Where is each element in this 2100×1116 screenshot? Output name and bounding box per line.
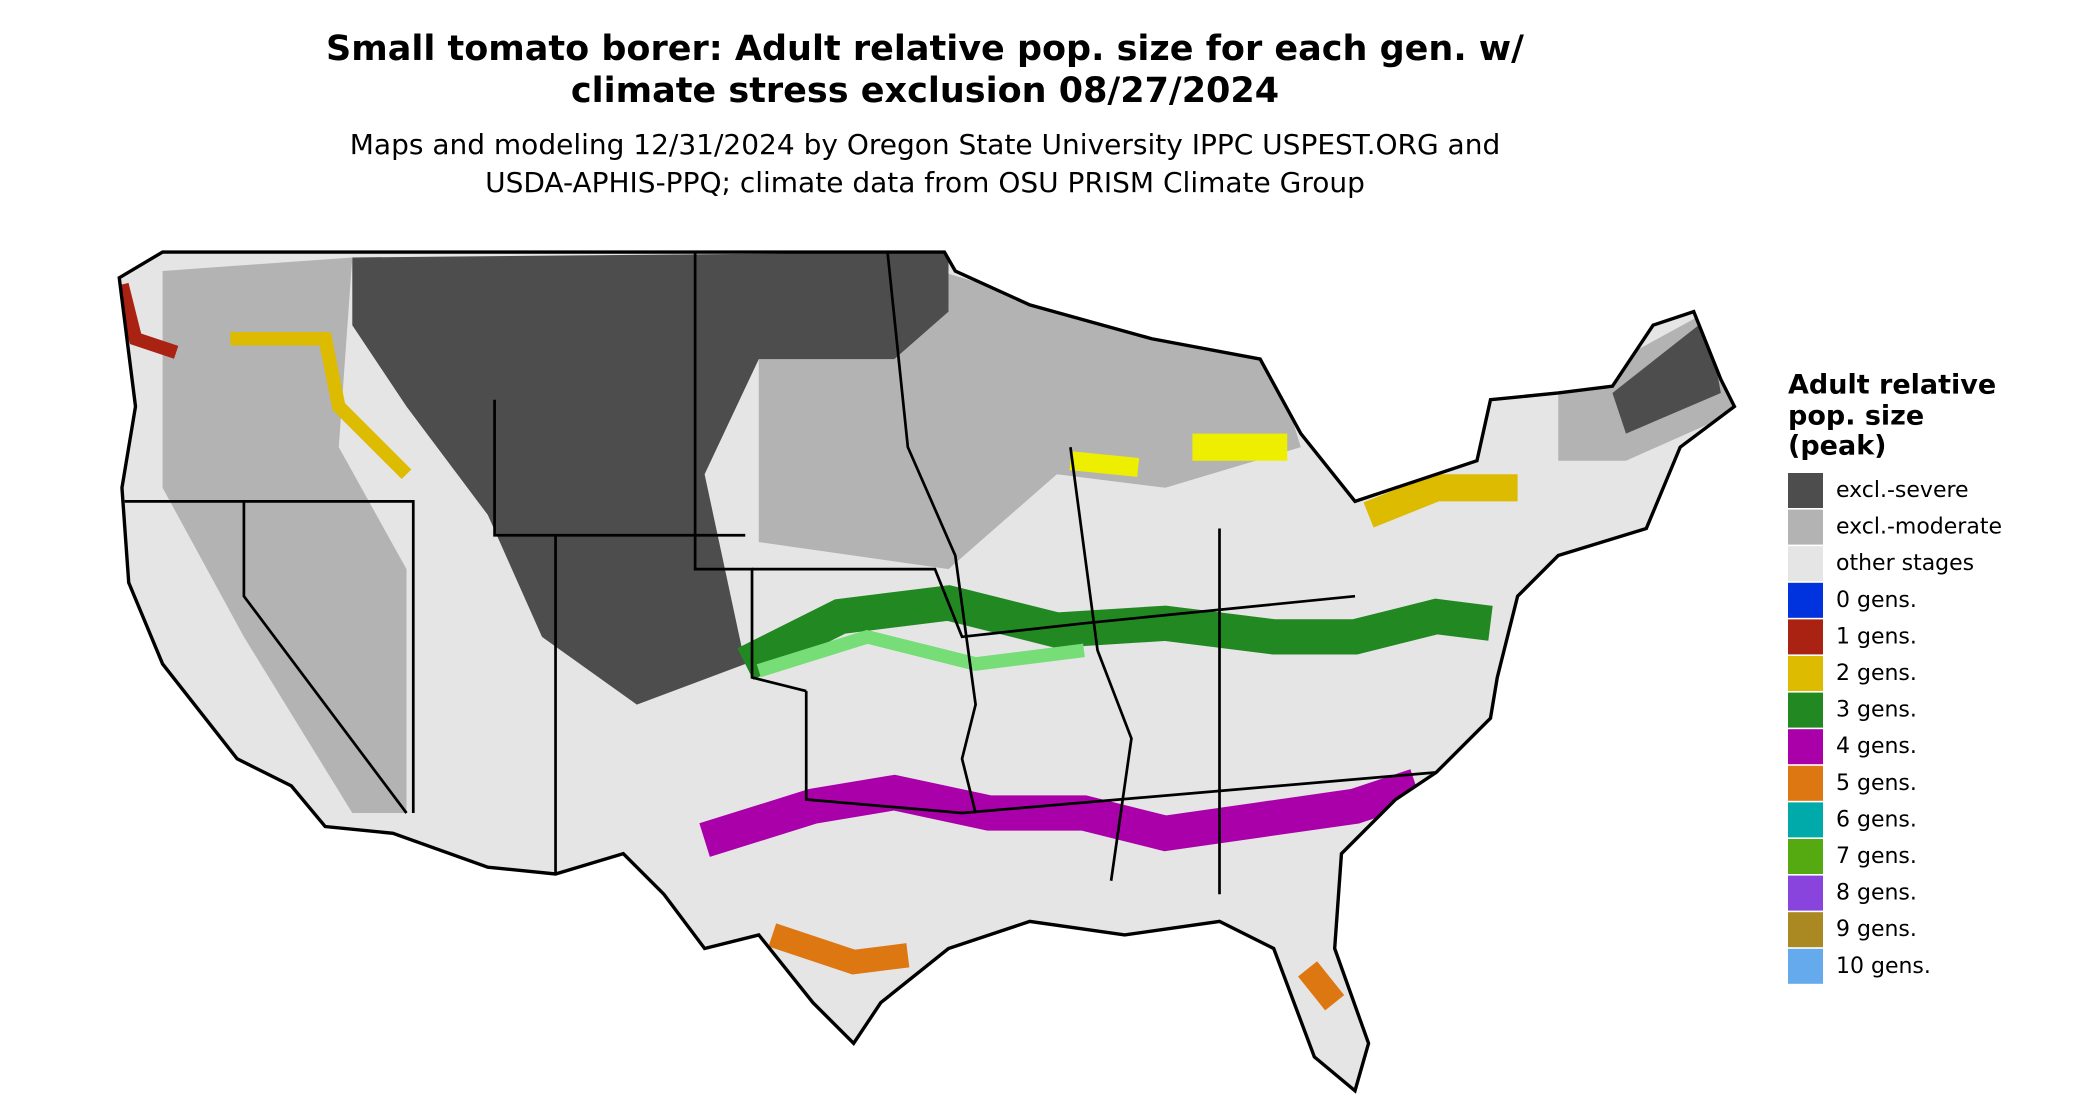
band-5-gens <box>768 923 910 975</box>
legend-swatch <box>1788 692 1823 728</box>
legend-label: 3 gens. <box>1836 698 1917 723</box>
legend-title: (peak) <box>1788 431 1887 462</box>
legend-title: pop. size <box>1788 401 1924 432</box>
legend-label: 1 gens. <box>1836 624 1917 649</box>
legend-title: Adult relative <box>1788 370 1996 401</box>
subtitle: Maps and modeling 12/31/2024 by Oregon S… <box>350 128 1501 161</box>
legend-label: other stages <box>1836 551 1974 576</box>
legend-label: excl.-moderate <box>1836 515 2002 540</box>
legend-swatch <box>1788 875 1823 911</box>
legend-label: 9 gens. <box>1836 917 1917 942</box>
subtitle: USDA-APHIS-PPQ; climate data from OSU PR… <box>485 166 1365 199</box>
band-3-gens <box>737 585 1493 680</box>
legend-swatch <box>1788 802 1823 838</box>
legend-label: 6 gens. <box>1836 807 1917 832</box>
legend-label: 2 gens. <box>1836 661 1917 686</box>
legend-swatch <box>1788 619 1823 655</box>
legend-label: 4 gens. <box>1836 734 1917 759</box>
legend-label: 10 gens. <box>1836 954 1931 979</box>
legend-swatch <box>1788 546 1823 582</box>
legend-swatch <box>1788 912 1823 948</box>
us-outline <box>117 250 1737 1094</box>
band-1-gens <box>119 282 179 359</box>
title: Small tomato borer: Adult relative pop. … <box>326 29 1524 69</box>
map <box>117 250 1737 1094</box>
legend-swatch <box>1788 948 1823 984</box>
legend-swatch <box>1788 839 1823 874</box>
band-3-gens-light <box>756 629 1085 678</box>
legend-swatch <box>1788 473 1823 508</box>
state-lines <box>124 251 1437 895</box>
region-severe <box>1612 318 1721 434</box>
band-2-gens <box>1069 451 1140 477</box>
legend-swatch <box>1788 729 1823 765</box>
legend: excl.-severe excl.-moderate other stages 0 … <box>1788 473 2002 984</box>
region-severe <box>352 252 949 705</box>
legend-swatch <box>1788 765 1823 801</box>
legend-swatch <box>1788 582 1823 618</box>
legend-swatch <box>1788 509 1823 545</box>
legend-label: 0 gens. <box>1836 588 1917 613</box>
region-moderate <box>162 257 407 813</box>
title: climate stress exclusion 08/27/2024 <box>571 71 1279 111</box>
band-5-gens <box>1298 961 1345 1011</box>
legend-label: excl.-severe <box>1836 478 1969 503</box>
legend-swatch <box>1788 656 1823 691</box>
legend-label: 8 gens. <box>1836 881 1917 906</box>
band-2-gens <box>230 331 412 480</box>
band-2-gens <box>1363 474 1518 528</box>
legend-label: 7 gens. <box>1836 844 1917 869</box>
legend-label: 5 gens. <box>1836 771 1917 796</box>
